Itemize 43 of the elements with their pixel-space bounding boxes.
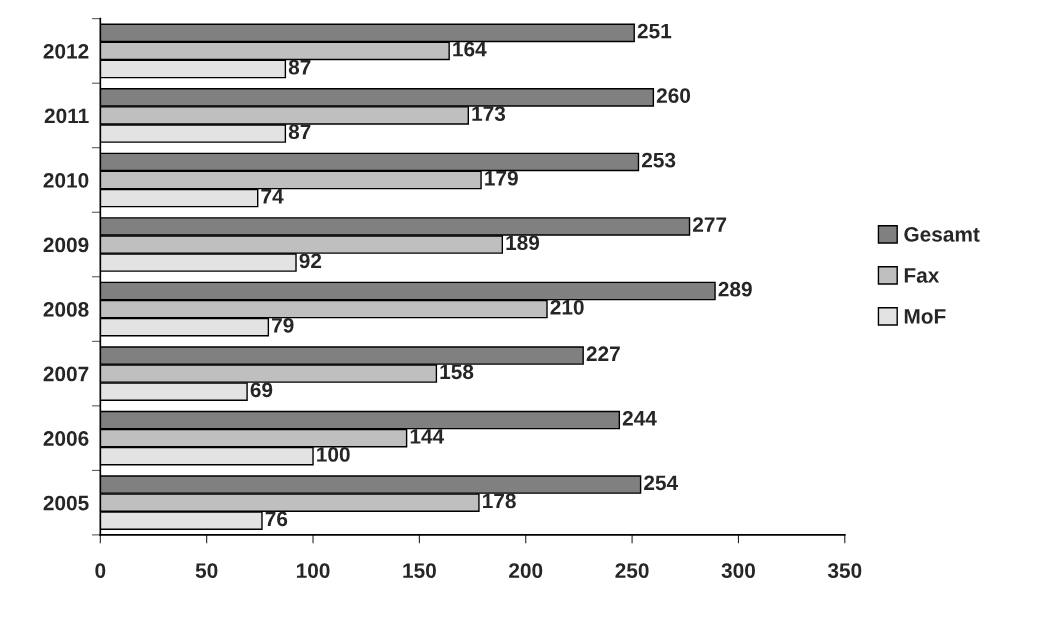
y-tick-label: 2010 bbox=[43, 172, 89, 188]
data-label: 227 bbox=[586, 346, 620, 361]
legend-label: Fax bbox=[904, 268, 940, 283]
y-tick-label: 2011 bbox=[44, 108, 89, 124]
data-label: 164 bbox=[453, 41, 487, 57]
x-tick-label: 350 bbox=[827, 563, 862, 579]
y-tick-label: 2012 bbox=[43, 43, 89, 59]
legend-label: Gesamt bbox=[904, 227, 980, 242]
data-label: 178 bbox=[483, 493, 516, 509]
data-label: 79 bbox=[272, 317, 294, 333]
data-label: 69 bbox=[250, 382, 273, 398]
data-label: 254 bbox=[644, 475, 679, 491]
data-label: 179 bbox=[485, 170, 518, 186]
x-tick-label: 200 bbox=[509, 563, 543, 578]
x-tick-label: 100 bbox=[296, 563, 330, 578]
data-label: 289 bbox=[718, 281, 752, 297]
x-tick-label: 50 bbox=[195, 563, 218, 578]
data-label: 277 bbox=[693, 217, 727, 232]
y-tick-label: 2008 bbox=[43, 302, 89, 317]
data-label: 251 bbox=[637, 23, 672, 39]
data-label: 244 bbox=[622, 410, 657, 426]
data-label: 260 bbox=[656, 88, 691, 103]
data-label: 87 bbox=[288, 124, 311, 140]
data-label: 144 bbox=[410, 429, 445, 444]
data-label: 173 bbox=[472, 106, 506, 122]
data-label: 92 bbox=[299, 253, 322, 269]
data-label: 87 bbox=[288, 59, 311, 75]
data-label: 74 bbox=[261, 189, 284, 204]
x-tick-label: 0 bbox=[95, 563, 106, 578]
y-tick-label: 2006 bbox=[43, 431, 89, 446]
y-tick-label: 2005 bbox=[43, 495, 89, 511]
data-label: 76 bbox=[265, 511, 288, 527]
x-tick-label: 300 bbox=[721, 563, 755, 579]
y-tick-label: 2009 bbox=[43, 237, 89, 253]
x-tick-label: 150 bbox=[403, 563, 436, 578]
x-tick-label: 250 bbox=[615, 563, 649, 578]
y-tick-label: 2007 bbox=[43, 366, 89, 382]
data-label: 210 bbox=[550, 299, 584, 315]
legend-label: MoF bbox=[904, 309, 946, 324]
data-label: 100 bbox=[317, 447, 350, 462]
data-label: 158 bbox=[440, 364, 474, 380]
data-label: 253 bbox=[641, 152, 676, 168]
data-label: 189 bbox=[506, 235, 540, 251]
